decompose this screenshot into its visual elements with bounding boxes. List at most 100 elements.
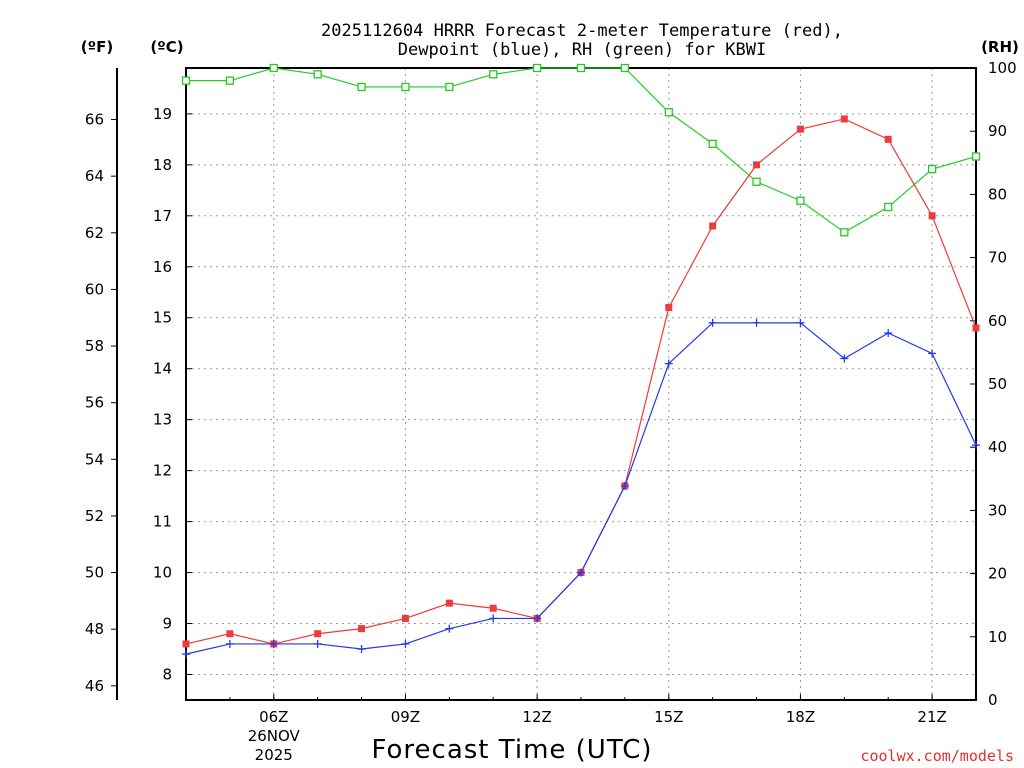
dewpoint-point [884,329,893,338]
rh-point [313,70,322,79]
series-line-temp [185,118,977,645]
temperature-point [709,222,717,230]
rh-point [664,108,673,117]
temperature-point [182,640,190,648]
dewpoint-point [489,614,498,623]
temperature-point [928,212,936,220]
rh-tick-label: 100 [988,59,1017,77]
fahrenheit-tick-label: 64 [85,167,104,185]
dewpoint-point [796,318,805,327]
rh-tick-label: 40 [988,438,1007,456]
x-tick-label: 21Z [917,708,946,726]
rh-point [708,139,717,148]
celsius-tick-label: 13 [153,411,172,429]
series-layer [181,63,981,659]
series-line-dew [185,322,977,655]
celsius-tick-label: 12 [153,462,172,480]
dewpoint-point [840,354,849,363]
chart-title-line-2: Dewpoint (blue), RH (green) for KBWI [398,40,766,60]
fahrenheit-tick-label: 62 [85,224,104,242]
temperature-point [665,304,673,312]
temperature-point [972,324,980,332]
temperature-point [226,630,234,638]
fahrenheit-tick-label: 56 [85,394,104,412]
celsius-tick-label: 19 [153,105,172,123]
x-tick-label: 18Z [786,708,815,726]
dewpoint-point [972,441,980,450]
fahrenheit-tick-label: 50 [85,564,104,582]
rh-unit-label: (RH) [981,38,1019,56]
rh-point [576,63,586,73]
rh-point [357,82,366,92]
dewpoint-point [928,349,937,358]
celsius-tick-label: 8 [162,666,172,684]
rh-point [927,164,937,174]
fahrenheit-tick-label: 58 [85,337,104,355]
fahrenheit-tick-label: 48 [85,620,104,638]
temperature-point [445,599,453,607]
fahrenheit-tick-label: 66 [85,111,104,129]
temperature-point [796,125,804,133]
dewpoint-point [664,359,673,368]
dewpoint-point [182,650,190,659]
dewpoint-point [620,481,629,490]
celsius-tick-label: 17 [153,207,172,225]
rh-point [181,76,191,85]
celsius-tick-label: 18 [153,156,172,174]
temperature-point [489,604,497,612]
credit-text: coolwx.com/models [860,747,1014,765]
x-tick-label: 15Z [654,708,683,726]
grid-layer [186,68,976,700]
rh-tick-label: 0 [988,691,998,709]
rh-point [620,63,630,73]
rh-point [445,82,454,92]
rh-point [532,63,542,73]
fahrenheit-tick-label: 52 [85,507,104,525]
rh-tick-label: 10 [988,628,1007,646]
temperature-point [358,625,366,633]
x-tick-label: 09Z [391,708,420,726]
series-line-rh [186,67,977,234]
temperature-point [884,135,892,143]
plot-frame [185,67,977,701]
temperature-point [840,115,848,123]
celsius-tick-label: 11 [153,513,172,531]
rh-tick-label: 90 [988,122,1007,140]
celsius-tick-label: 14 [153,360,172,378]
x-tick-date-label: 26NOV [248,727,301,745]
x-tick-date-label: 2025 [255,746,293,764]
fahrenheit-tick-label: 54 [85,450,104,468]
dewpoint-point [533,614,542,623]
dewpoint-point [752,318,761,327]
dewpoint-point [357,645,366,654]
rh-point [884,202,893,212]
celsius-tick-label: 15 [153,309,172,327]
dewpoint-point [269,639,278,648]
rh-tick-label: 70 [988,249,1007,267]
x-axis-title: Forecast Time (UTC) [371,735,652,765]
rh-point [752,177,761,186]
celsius-tick-label: 10 [153,564,172,582]
rh-point [840,228,849,237]
rh-point [971,152,981,161]
chart-title-line-1: 2025112604 HRRR Forecast 2-meter Tempera… [321,21,843,41]
temperature-point [753,161,761,169]
rh-tick-label: 60 [988,312,1007,330]
celsius-tick-label: 16 [153,258,172,276]
fahrenheit-unit-label: (ºF) [81,38,113,56]
dewpoint-point [445,624,454,633]
temperature-point [401,614,409,622]
rh-tick-label: 50 [988,375,1007,393]
rh-point [796,196,805,205]
x-tick-label: 12Z [522,708,551,726]
rh-point [225,76,235,85]
rh-point [269,63,278,73]
dewpoint-point [313,639,322,648]
celsius-tick-label: 9 [162,615,172,633]
rh-tick-label: 80 [988,185,1007,203]
rh-tick-label: 20 [988,565,1007,583]
dewpoint-point [577,568,585,577]
dewpoint-point [401,639,410,648]
